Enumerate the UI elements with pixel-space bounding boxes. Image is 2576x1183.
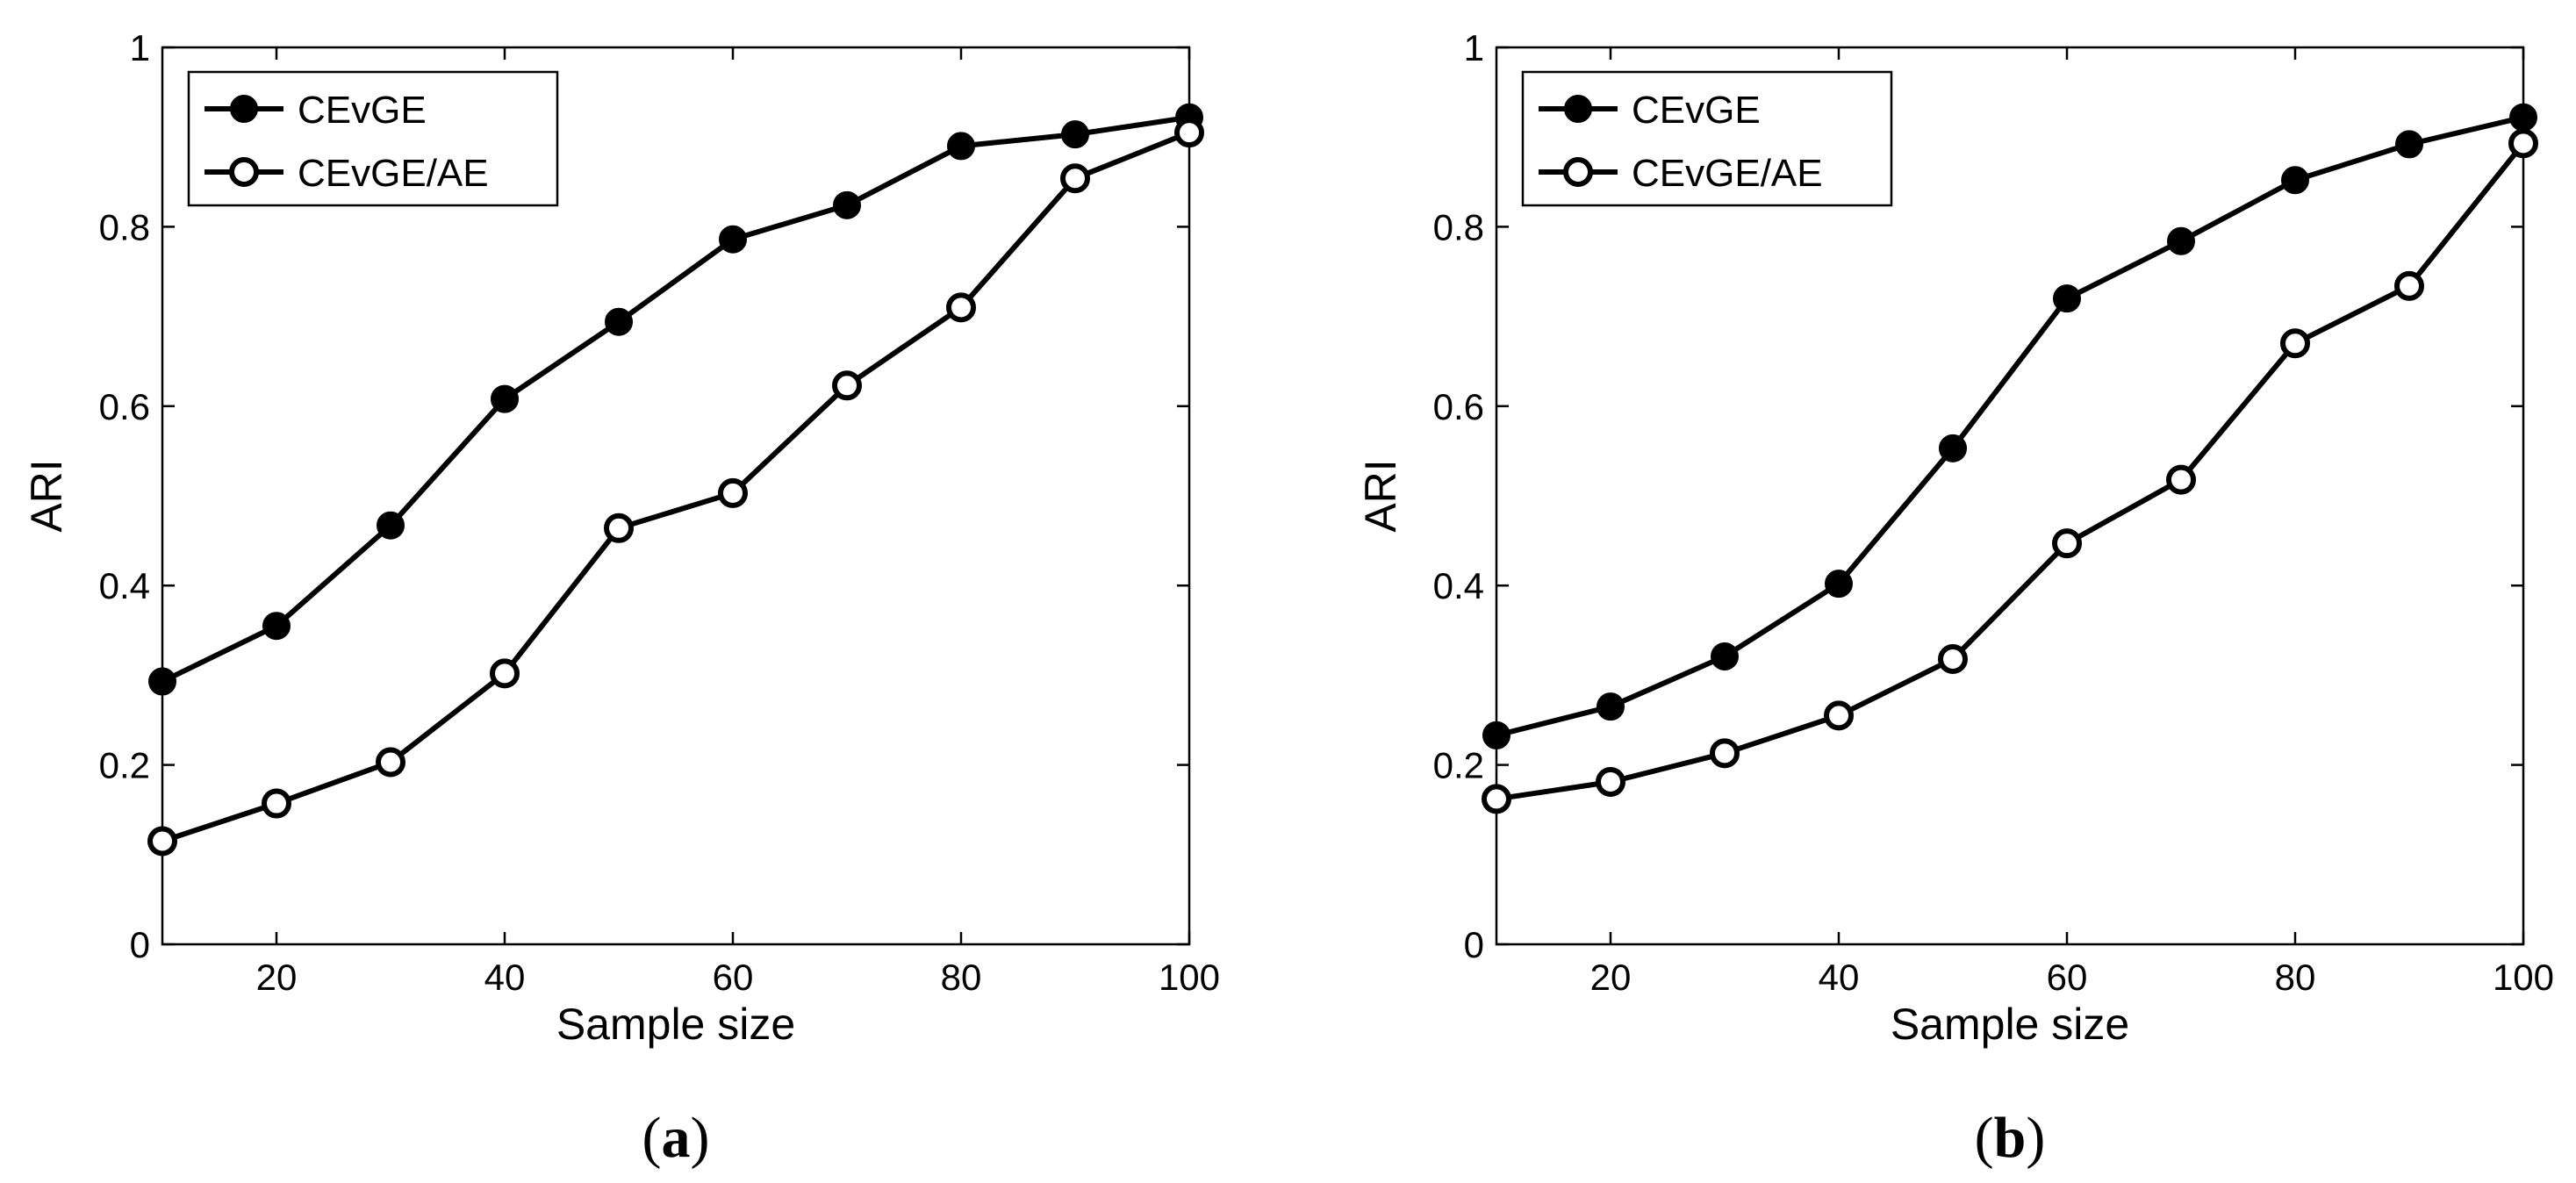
- plot-frame: [1495, 46, 2525, 946]
- data-point-cevge: [2509, 103, 2537, 132]
- data-point-cevge: [1061, 120, 1089, 149]
- series-line-cevge-ae: [1496, 141, 2526, 802]
- y-tick-label: 0.6: [1433, 386, 1484, 427]
- data-point-cevge-ae: [604, 513, 634, 543]
- x-tick-label: 20: [256, 957, 298, 998]
- panel-label-open: (: [642, 1106, 662, 1170]
- panel-label-letter: b: [1994, 1106, 2027, 1170]
- data-point-cevge-ae: [1938, 644, 1968, 675]
- x-tick-label: 80: [2275, 957, 2316, 998]
- data-point-cevge-ae: [376, 747, 405, 778]
- data-point-cevge: [2281, 166, 2309, 195]
- data-point-cevge-ae: [262, 788, 291, 819]
- y-tick-label: 0: [130, 924, 150, 965]
- legend: CEvGE CEvGE/AE: [187, 70, 559, 207]
- legend-label: CEvGE/AE: [298, 152, 489, 195]
- data-point-cevge-ae: [2166, 464, 2196, 495]
- data-point-cevge-ae: [1174, 118, 1204, 148]
- y-tick-label: 0.2: [1433, 745, 1484, 786]
- data-point-cevge-ae: [2052, 528, 2082, 559]
- data-point-cevge: [262, 612, 291, 641]
- series-line-cevge-ae: [161, 130, 1191, 844]
- y-tick-label: 0.4: [99, 565, 150, 606]
- legend-label: CEvGE: [1632, 89, 1761, 132]
- x-axis-label: Sample size: [556, 1000, 795, 1049]
- panel-label-letter: a: [662, 1106, 691, 1170]
- x-tick-label: 20: [1590, 957, 1632, 998]
- x-tick-label: 100: [2493, 957, 2554, 998]
- data-point-cevge: [1711, 642, 1739, 670]
- data-point-cevge: [1597, 692, 1625, 721]
- y-tick-label: 0.6: [99, 386, 150, 427]
- data-point-cevge-ae: [2508, 128, 2538, 159]
- y-axis-label: ARI: [1356, 459, 1405, 532]
- data-point-cevge: [1482, 721, 1510, 749]
- y-tick-label: 0.8: [1433, 206, 1484, 247]
- panel-label-open: (: [1975, 1106, 1994, 1170]
- data-point-cevge: [605, 307, 633, 336]
- data-point-cevge-ae: [1060, 163, 1090, 194]
- legend-marker-cevge: [230, 95, 258, 123]
- series-line-cevge: [1496, 114, 2524, 738]
- chart-panel-a: 20 40 60 80 100 0 0.2 0.4 0.6 0.8 1 Sample size ARI C…: [22, 27, 1220, 1170]
- data-point-cevge-ae: [147, 826, 177, 857]
- legend-box: [1521, 70, 1893, 207]
- y-tick-label: 0.4: [1433, 565, 1484, 606]
- data-point-cevge: [491, 384, 519, 413]
- data-point-cevge-ae: [718, 477, 748, 508]
- x-tick-label: 60: [2047, 957, 2088, 998]
- data-point-cevge: [1825, 570, 1853, 599]
- data-point-cevge-ae: [1482, 784, 1511, 814]
- data-point-cevge: [148, 667, 176, 696]
- legend-marker-cevge-ae: [229, 157, 259, 187]
- data-point-cevge: [719, 225, 747, 254]
- data-point-cevge-ae: [2394, 270, 2424, 301]
- plot-frame: [161, 46, 1191, 946]
- x-tick-label: 40: [1819, 957, 1860, 998]
- legend: CEvGE CEvGE/AE: [1521, 70, 1893, 207]
- data-point-cevge: [1939, 434, 1967, 462]
- y-tick-label: 0.2: [99, 745, 150, 786]
- data-point-cevge: [2395, 130, 2423, 159]
- panel-label: (b): [1975, 1106, 2046, 1170]
- data-point-cevge-ae: [2280, 328, 2310, 359]
- series-line-cevge: [161, 114, 1190, 685]
- data-point-cevge: [2053, 284, 2081, 313]
- y-tick-label: 1: [130, 27, 150, 68]
- data-point-cevge: [2167, 226, 2195, 255]
- x-tick-label: 60: [713, 957, 754, 998]
- data-point-cevge-ae: [946, 292, 976, 323]
- legend-marker-cevge: [1564, 95, 1592, 123]
- y-tick-label: 0: [1464, 924, 1484, 965]
- x-tick-label: 40: [484, 957, 526, 998]
- panel-label-close: ): [2026, 1106, 2045, 1170]
- panel-label-close: ): [691, 1106, 710, 1170]
- data-point-cevge-ae: [490, 658, 520, 689]
- y-tick-label: 1: [1464, 27, 1484, 68]
- x-tick-label: 80: [941, 957, 982, 998]
- y-tick-label: 0.8: [99, 206, 150, 247]
- chart-panel-b: 20 40 60 80 100 0 0.2 0.4 0.6 0.8 1 Sample size ARI C…: [1356, 27, 2554, 1170]
- legend-marker-cevge-ae: [1563, 157, 1593, 187]
- panel-label: (a): [642, 1106, 710, 1170]
- data-point-cevge: [947, 132, 975, 161]
- x-axis-label: Sample size: [1891, 1000, 2129, 1049]
- legend-label: CEvGE/AE: [1632, 152, 1823, 195]
- y-axis-label: ARI: [22, 459, 71, 532]
- data-point-cevge: [377, 511, 405, 540]
- data-point-cevge-ae: [1596, 767, 1625, 798]
- data-point-cevge: [833, 190, 861, 219]
- data-point-cevge-ae: [1824, 700, 1854, 731]
- data-point-cevge-ae: [1710, 738, 1740, 769]
- x-tick-label: 100: [1159, 957, 1220, 998]
- legend-label: CEvGE: [298, 89, 427, 132]
- data-point-cevge-ae: [832, 370, 862, 401]
